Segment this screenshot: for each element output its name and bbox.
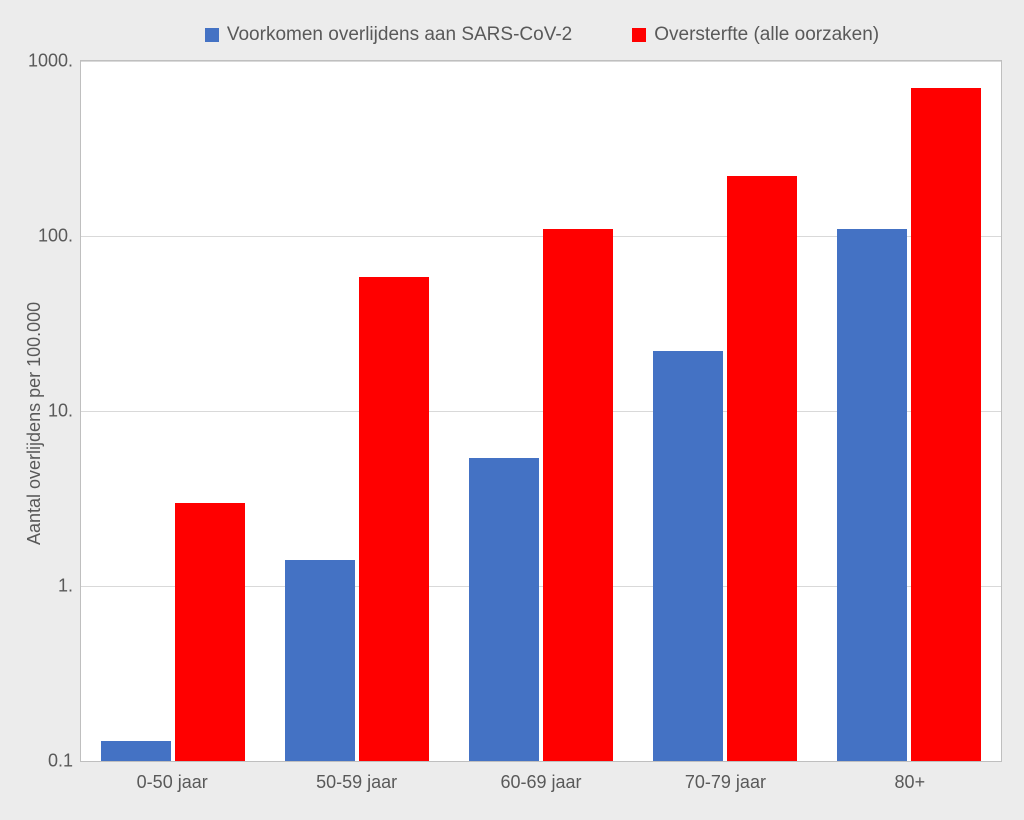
category-group — [817, 61, 1001, 761]
x-tick-label: 60-69 jaar — [449, 772, 633, 793]
x-tick-label: 0-50 jaar — [80, 772, 264, 793]
legend-label-series-0: Voorkomen overlijdens aan SARS-CoV-2 — [227, 24, 572, 46]
category-group — [265, 61, 449, 761]
chart-wrapper: Voorkomen overlijdens aan SARS-CoV-2 Ove… — [0, 0, 1024, 820]
bar-series-1 — [543, 229, 613, 761]
category-group — [81, 61, 265, 761]
plot-area: 0.11.10.100.1000. — [80, 60, 1002, 762]
x-tick-label: 50-59 jaar — [264, 772, 448, 793]
bar-series-0 — [837, 229, 907, 761]
bar-series-0 — [653, 351, 723, 761]
category-group — [449, 61, 633, 761]
bar-series-1 — [911, 88, 981, 761]
legend-label-series-1: Oversterfte (alle oorzaken) — [654, 24, 879, 46]
bar-series-1 — [359, 277, 429, 761]
y-tick-label: 100. — [38, 226, 73, 247]
bar-series-1 — [727, 176, 797, 761]
x-tick-label: 80+ — [818, 772, 1002, 793]
bar-series-0 — [285, 560, 355, 761]
y-tick-label: 0.1 — [48, 751, 73, 772]
bar-series-1 — [175, 503, 245, 761]
x-tick-label: 70-79 jaar — [633, 772, 817, 793]
bar-series-0 — [469, 458, 539, 761]
legend-swatch-series-1 — [632, 28, 646, 42]
y-tick-label: 1. — [58, 576, 73, 597]
y-tick-label: 1000. — [28, 51, 73, 72]
plot-container: Aantal overlijdens per 100.000 0.11.10.1… — [80, 60, 1002, 793]
legend-item-series-1: Oversterfte (alle oorzaken) — [632, 24, 879, 46]
x-axis: 0-50 jaar50-59 jaar60-69 jaar70-79 jaar8… — [80, 772, 1002, 793]
legend-item-series-0: Voorkomen overlijdens aan SARS-CoV-2 — [205, 24, 572, 46]
bars-layer — [81, 61, 1001, 761]
legend: Voorkomen overlijdens aan SARS-CoV-2 Ove… — [10, 10, 1014, 60]
bar-series-0 — [101, 741, 171, 761]
legend-swatch-series-0 — [205, 28, 219, 42]
y-axis-label: Aantal overlijdens per 100.000 — [24, 302, 45, 545]
category-group — [633, 61, 817, 761]
y-tick-label: 10. — [48, 401, 73, 422]
